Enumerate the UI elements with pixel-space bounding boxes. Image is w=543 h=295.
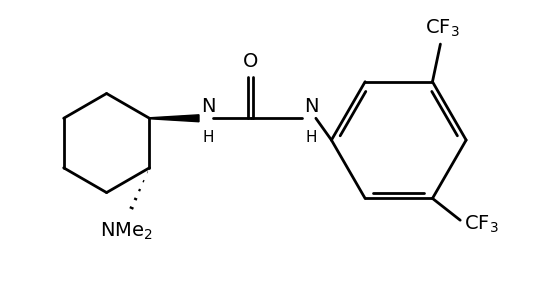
Polygon shape [149, 115, 199, 122]
Text: O: O [243, 52, 258, 71]
Text: N: N [304, 97, 319, 116]
Text: CF$_3$: CF$_3$ [425, 18, 460, 39]
Text: H: H [305, 130, 317, 145]
Text: CF$_3$: CF$_3$ [464, 214, 498, 235]
Text: NMe$_2$: NMe$_2$ [100, 220, 153, 242]
Text: H: H [202, 130, 213, 145]
Text: N: N [201, 97, 216, 116]
